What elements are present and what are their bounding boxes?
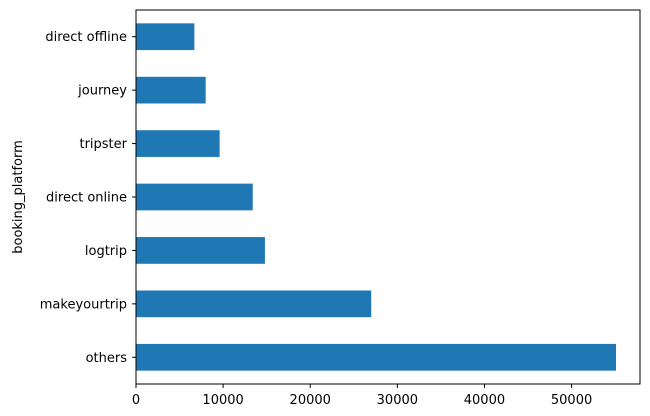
y-tick-label: tripster: [79, 137, 127, 152]
bar-journey: [136, 76, 206, 104]
bar-logtrip: [136, 237, 265, 264]
x-tick-labels: 0 10000 20000 30000 40000 50000: [132, 393, 592, 408]
y-tick-label: makeyourtrip: [40, 297, 127, 312]
y-tick-labels: direct offline journey tripster direct onli…: [40, 30, 128, 366]
bar-makeyourtrip: [136, 290, 372, 318]
y-tick-label: logtrip: [85, 244, 127, 259]
plot-frame: [135, 9, 641, 385]
y-axis-label: booking_platform: [11, 140, 26, 254]
y-tick-label: direct offline: [45, 30, 127, 45]
x-tick-label: 20000: [290, 393, 331, 408]
y-tick-label: others: [86, 351, 128, 366]
axis-ticks: [132, 36, 573, 388]
x-tick-label: 30000: [377, 393, 418, 408]
bars-group: [136, 23, 616, 371]
y-tick-label: journey: [77, 84, 127, 99]
x-tick-label: 0: [132, 393, 140, 408]
bar-direct-offline: [136, 23, 195, 51]
x-tick-label: 10000: [202, 393, 243, 408]
x-tick-label: 40000: [464, 393, 505, 408]
bar-tripster: [136, 130, 220, 157]
bar-others: [136, 343, 616, 371]
x-tick-label: 50000: [551, 393, 592, 408]
bar-direct-online: [136, 183, 253, 211]
y-tick-label: direct online: [46, 191, 127, 206]
